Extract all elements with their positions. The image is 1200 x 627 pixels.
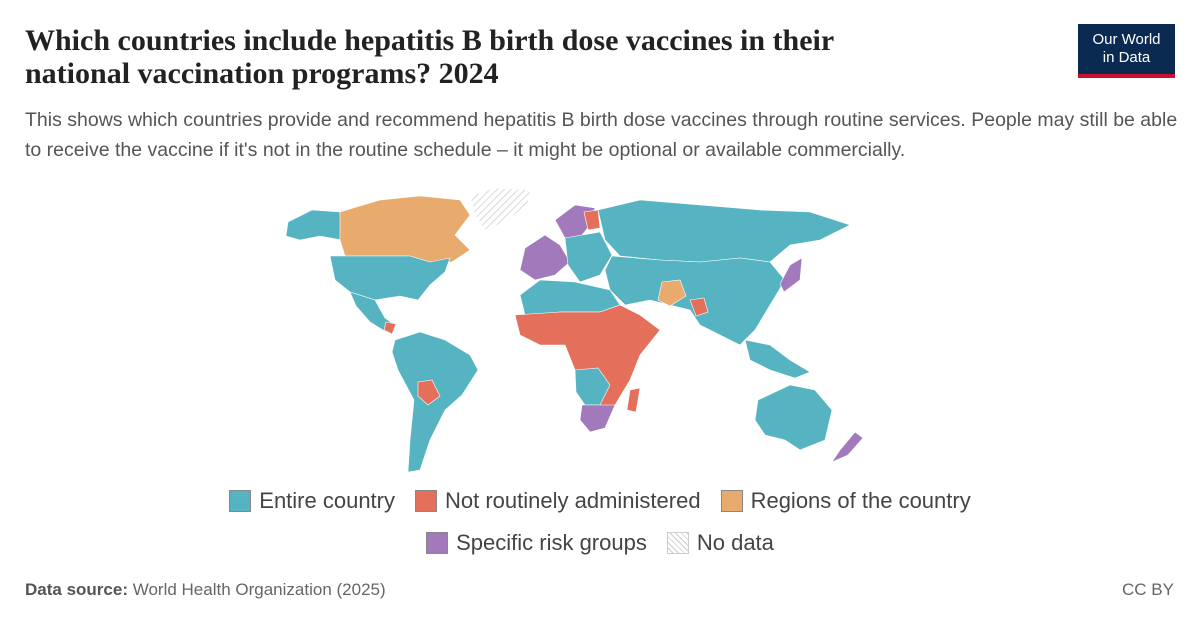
logo-line: Our World (1092, 31, 1161, 48)
legend-label: No data (696, 530, 774, 555)
source: World Health Organization (2025) (132, 580, 386, 599)
russia (597, 199, 851, 263)
bolivia (417, 379, 441, 406)
south-africa (579, 404, 616, 433)
canada (339, 195, 471, 263)
legend-item[interactable]: Entire country (229, 488, 395, 514)
europe-east (564, 231, 613, 283)
europe-west (519, 234, 571, 281)
north-africa (519, 279, 621, 316)
japan (779, 257, 803, 293)
new-zealand (831, 431, 864, 463)
legend-label: Regions of the country (750, 488, 971, 513)
legend-item[interactable]: Not routinely administered (415, 488, 701, 514)
subtitle: This shows which countries provide and r… (25, 109, 1178, 161)
usa (329, 255, 451, 301)
finland (583, 209, 601, 231)
legend-label: Specific risk groups (456, 530, 647, 555)
title-line: national vaccination programs? 2024 (25, 57, 499, 90)
central-america (383, 321, 397, 335)
logo[interactable]: Our World in Data (1078, 24, 1175, 78)
india-region (689, 297, 709, 317)
countries (285, 187, 864, 473)
legend-swatch (720, 490, 743, 512)
legend: Entire country Not routinely administered… (0, 488, 1200, 556)
title-line: Which countries include hepatitis B birt… (25, 24, 835, 57)
pakistan (657, 279, 687, 307)
world-map (285, 187, 864, 473)
greenland (469, 187, 531, 231)
legend-item[interactable]: No data (666, 530, 774, 556)
legend-item[interactable]: Specific risk groups (426, 530, 647, 556)
legend-label: Not routinely administered (445, 488, 701, 513)
title: Which countries include hepatitis B birt… (25, 24, 834, 90)
source-label: Data source: (25, 580, 128, 599)
legend-label: Entire country (259, 488, 395, 513)
madagascar (626, 387, 641, 413)
legend-swatch (666, 532, 689, 554)
southeast-asia (744, 339, 811, 379)
legend-item[interactable]: Regions of the country (720, 488, 971, 514)
legend-swatch (415, 490, 437, 512)
license[interactable]: CC BY (1122, 580, 1174, 599)
south-america (391, 331, 479, 473)
logo-line: in Data (1102, 49, 1151, 66)
footer: Data source: World Health Organization (… (25, 580, 386, 600)
australia (754, 384, 833, 451)
africa-central (514, 304, 661, 411)
legend-swatch (229, 490, 252, 512)
alaska (285, 209, 343, 241)
legend-swatch (426, 532, 449, 554)
